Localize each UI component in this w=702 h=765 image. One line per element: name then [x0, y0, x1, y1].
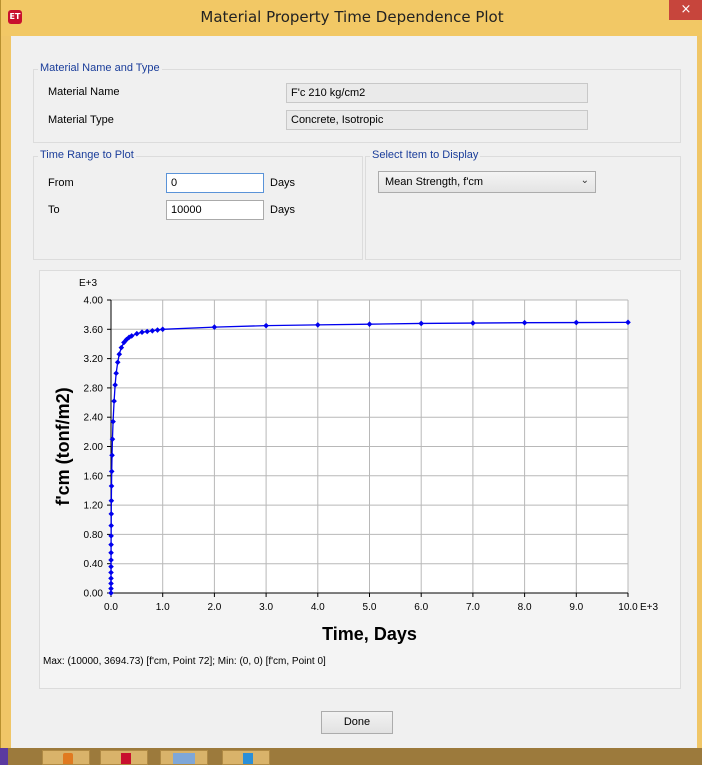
to-unit-label: Days: [270, 204, 296, 216]
material-type-field: Concrete, Isotropic: [286, 110, 588, 130]
material-type-label: Material Type: [48, 114, 114, 126]
app-icon-blue: [243, 753, 253, 764]
done-button[interactable]: Done: [321, 711, 393, 734]
time-range-group-title: Time Range to Plot: [38, 149, 136, 161]
display-item-select[interactable]: Mean Strength, f'cm ⌄: [378, 171, 596, 193]
dialog-body: Material Name and Type Material Name F'c…: [11, 36, 697, 748]
to-input[interactable]: [166, 200, 264, 220]
display-group-title: Select Item to Display: [370, 149, 481, 161]
from-label: From: [48, 177, 74, 189]
display-group: Select Item to Display Mean Strength, f'…: [365, 149, 681, 260]
material-name-field: F'c 210 kg/cm2: [286, 83, 588, 103]
time-range-group: Time Range to Plot From Days To Days: [33, 149, 363, 260]
taskbar-app-4[interactable]: [222, 750, 270, 765]
taskbar-edge: [0, 748, 8, 765]
chevron-down-icon: ⌄: [580, 175, 589, 186]
taskbar-app-2[interactable]: [100, 750, 148, 765]
material-group: Material Name and Type Material Name F'c…: [33, 62, 681, 143]
app-icon-red: [121, 753, 131, 764]
min-max-status: Max: (10000, 3694.73) [f'cm, Point 72]; …: [43, 656, 326, 667]
window-title: Material Property Time Dependence Plot: [200, 8, 504, 26]
app-icon-orange: [63, 753, 73, 764]
material-name-label: Material Name: [48, 86, 120, 98]
to-label: To: [48, 204, 60, 216]
chart-panel: [39, 270, 681, 689]
app-icon-blue-window: [173, 753, 195, 764]
close-button[interactable]: ×: [669, 0, 702, 20]
from-input[interactable]: [166, 173, 264, 193]
title-bar[interactable]: ET Material Property Time Dependence Plo…: [1, 0, 702, 36]
display-item-value: Mean Strength, f'cm: [385, 176, 484, 188]
etabs-app-icon: ET: [8, 10, 22, 24]
from-unit-label: Days: [270, 177, 296, 189]
taskbar: [0, 748, 702, 765]
close-icon: ×: [680, 2, 692, 17]
dialog-window: ET Material Property Time Dependence Plo…: [0, 0, 702, 748]
taskbar-app-3[interactable]: [160, 750, 208, 765]
material-group-title: Material Name and Type: [38, 62, 162, 74]
taskbar-app-1[interactable]: [42, 750, 90, 765]
